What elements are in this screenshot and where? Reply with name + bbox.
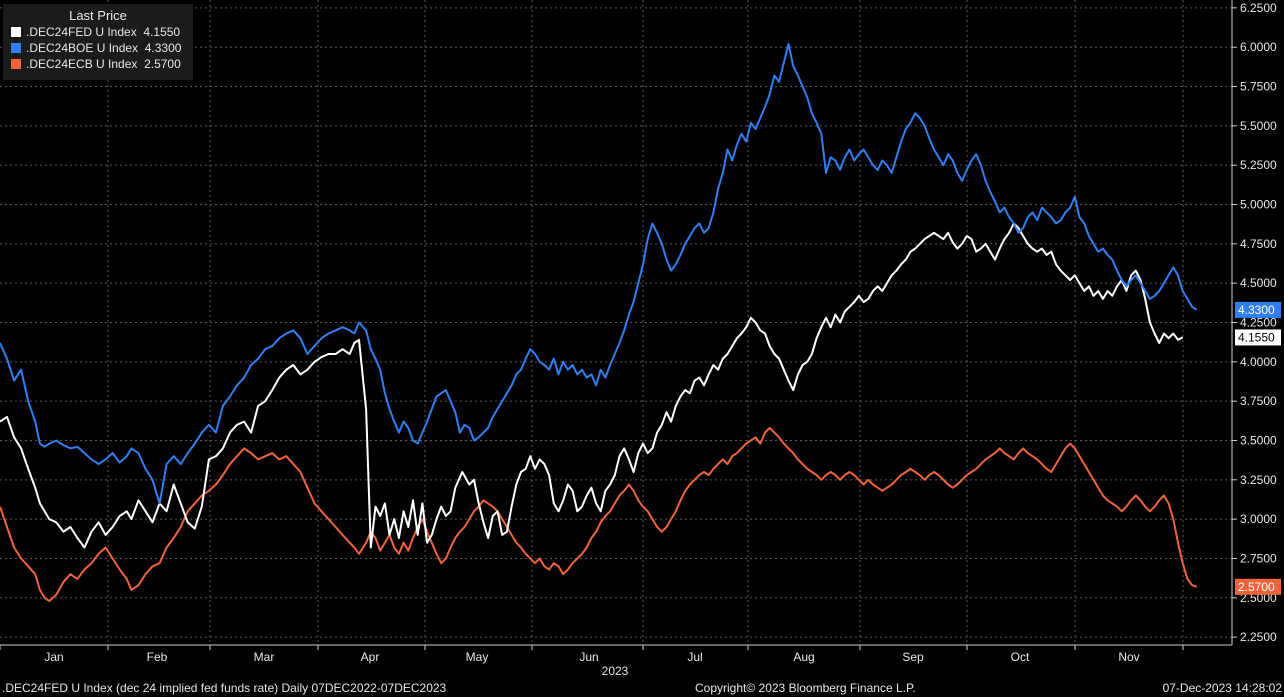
x-tick-label: Feb [147, 650, 168, 664]
y-tick-label: 5.7500 [1240, 80, 1277, 94]
series-line-dec24ecbuindex [0, 426, 1198, 602]
x-tick-label: Jul [687, 650, 702, 664]
last-value-label: 4.3300 [1238, 303, 1275, 317]
footer-timestamp: 07-Dec-2023 14:28:02 [1162, 681, 1282, 695]
last-value-label: 2.5700 [1238, 580, 1275, 594]
x-tick-label: Mar [254, 650, 275, 664]
legend-item-ecb: .DEC24ECB U Index 2.5700 [3, 56, 193, 72]
y-tick-label: 6.0000 [1240, 40, 1277, 54]
legend-title: Last Price [69, 8, 127, 23]
legend: Last Price .DEC24FED U Index 4.1550 .DEC… [3, 4, 193, 80]
legend-swatch-fed [11, 27, 21, 37]
legend-swatch-boe [11, 43, 21, 53]
x-year-label: 2023 [602, 664, 629, 678]
y-tick-label: 4.5000 [1240, 276, 1277, 290]
x-tick-label: Apr [361, 650, 380, 664]
y-tick-label: 4.2500 [1240, 316, 1277, 330]
y-tick-label: 2.7500 [1240, 551, 1277, 565]
legend-label-fed: .DEC24FED U Index [26, 25, 137, 39]
legend-item-boe: .DEC24BOE U Index 4.3300 [3, 40, 193, 56]
legend-value-fed: 4.1550 [143, 25, 181, 39]
x-tick-label: Jan [44, 650, 63, 664]
legend-label-ecb: .DEC24ECB U Index [26, 57, 138, 71]
y-tick-label: 4.7500 [1240, 237, 1277, 251]
y-tick-label: 3.7500 [1240, 394, 1277, 408]
x-tick-label: Jun [579, 650, 598, 664]
last-value-tag [1235, 329, 1281, 346]
legend-value-ecb: 2.5700 [144, 57, 181, 71]
legend-value-boe: 4.3300 [144, 41, 182, 55]
y-tick-label: 5.0000 [1240, 198, 1277, 212]
y-tick-label: 3.0000 [1240, 512, 1277, 526]
x-tick-label: Nov [1118, 650, 1139, 664]
series-line-dec24feduindex [0, 222, 1184, 549]
last-value-label: 4.1550 [1238, 330, 1275, 344]
y-tick-label: 4.0000 [1240, 355, 1277, 369]
last-value-tag [1235, 301, 1281, 318]
last-value-tag [1235, 578, 1281, 595]
legend-swatch-ecb [11, 59, 21, 69]
x-tick-label: Sep [902, 650, 924, 664]
footer-description: .DEC24FED U Index (dec 24 implied fed fu… [2, 681, 447, 695]
series-line-dec24boeuindex [0, 43, 1198, 505]
legend-item-fed: .DEC24FED U Index 4.1550 [3, 24, 193, 40]
y-tick-label: 3.2500 [1240, 473, 1277, 487]
footer-copyright: Copyright© 2023 Bloomberg Finance L.P. [695, 681, 916, 695]
y-tick-label: 5.5000 [1240, 119, 1277, 133]
y-tick-label: 2.2500 [1240, 630, 1277, 644]
x-tick-label: May [466, 650, 489, 664]
x-tick-label: Oct [1011, 650, 1030, 664]
y-tick-label: 3.5000 [1240, 433, 1277, 447]
y-tick-label: 5.2500 [1240, 158, 1277, 172]
legend-label-boe: .DEC24BOE U Index [26, 41, 139, 55]
y-tick-label: 6.2500 [1240, 1, 1277, 15]
x-tick-label: Aug [793, 650, 814, 664]
